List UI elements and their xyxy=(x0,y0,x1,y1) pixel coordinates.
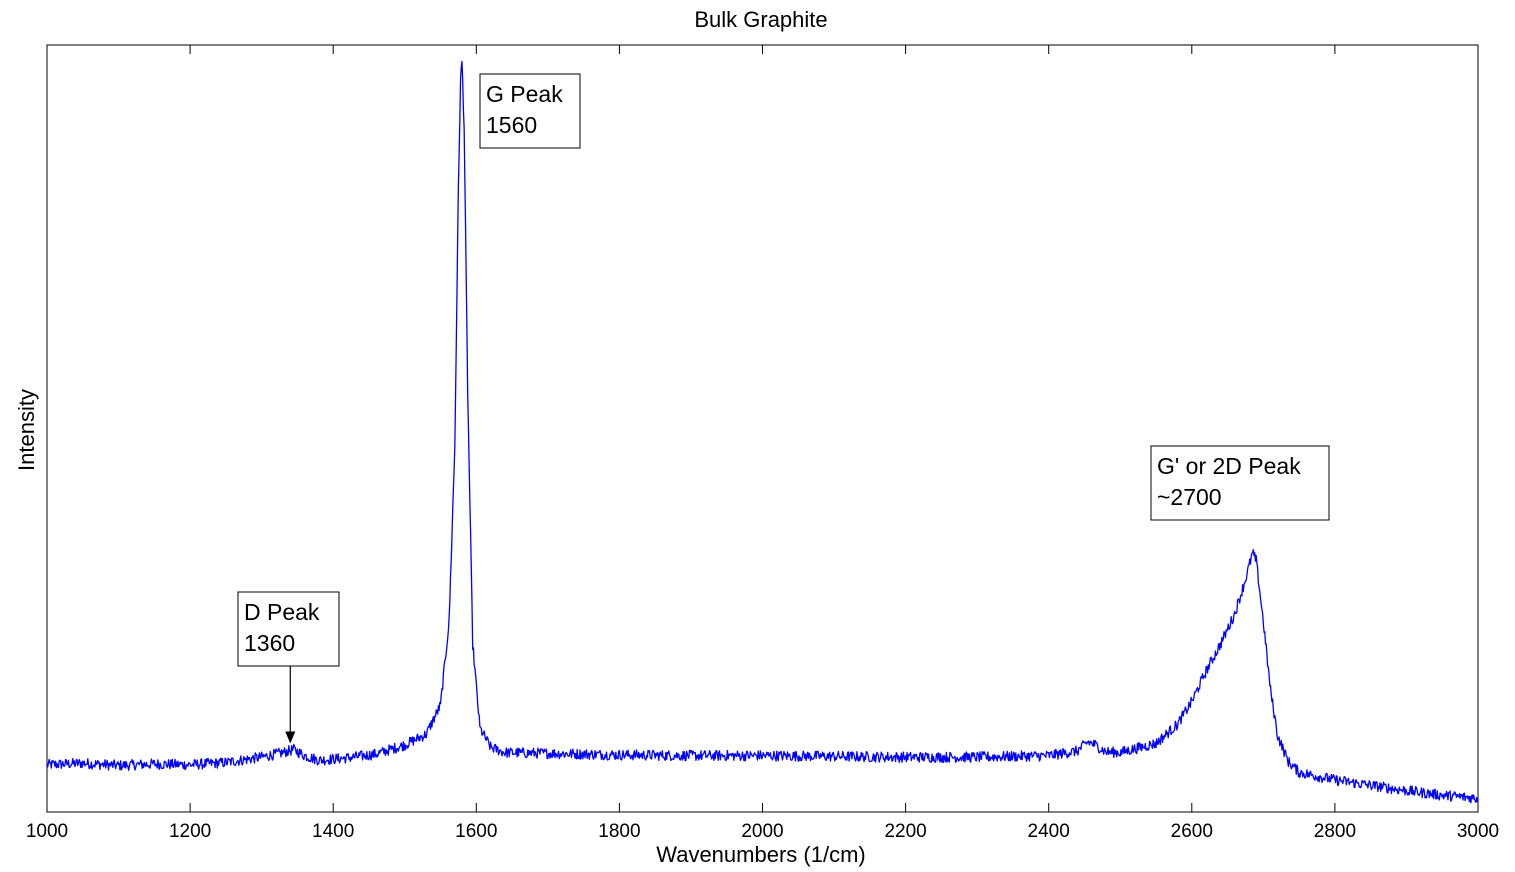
x-tick-label: 1200 xyxy=(169,821,211,842)
x-tick-label: 1400 xyxy=(312,821,354,842)
x-tick-label: 2600 xyxy=(1171,821,1213,842)
annotation-text: 1560 xyxy=(486,112,537,138)
annotation-text: G' or 2D Peak xyxy=(1157,453,1301,479)
annotation-arrow-head xyxy=(285,731,296,744)
annotation-text: D Peak xyxy=(244,599,320,625)
x-tick-label: 2400 xyxy=(1028,821,1070,842)
annotation-g-or-2d-peak: G' or 2D Peak ~2700 xyxy=(1150,445,1330,521)
x-axis-tick-labels: 1000 1200 1400 1600 1800 2000 2200 2400 2600 2800… xyxy=(26,821,1499,842)
x-tick-label: 1800 xyxy=(598,821,640,842)
annotation-g-peak: G Peak 1560 xyxy=(479,73,581,149)
annotation-text: 1360 xyxy=(244,630,295,656)
plot-area xyxy=(46,44,1479,813)
y-axis-label: Intensity xyxy=(14,389,39,471)
annotation-box xyxy=(1150,445,1330,521)
x-tick-label: 2000 xyxy=(741,821,783,842)
annotation-box xyxy=(479,73,581,149)
x-tick-label: 2200 xyxy=(884,821,926,842)
x-tick-label: 3000 xyxy=(1457,821,1499,842)
spectrum-series-line xyxy=(46,60,1479,804)
x-axis-ticks xyxy=(46,45,1479,812)
annotation-d-peak: D Peak 1360 xyxy=(237,591,340,744)
annotation-box xyxy=(237,591,340,667)
annotation-text: G Peak xyxy=(486,81,563,107)
x-tick-label: 1600 xyxy=(455,821,497,842)
x-tick-label: 1000 xyxy=(26,821,68,842)
peak-annotations: D Peak 1360 G Peak 1560 G' or 2D Peak ~2700 xyxy=(237,73,1330,744)
chart-title: Bulk Graphite xyxy=(694,7,827,32)
x-axis-label: Wavenumbers (1/cm) xyxy=(656,842,865,867)
annotation-text: ~2700 xyxy=(1157,484,1222,510)
x-tick-label: 2800 xyxy=(1314,821,1356,842)
